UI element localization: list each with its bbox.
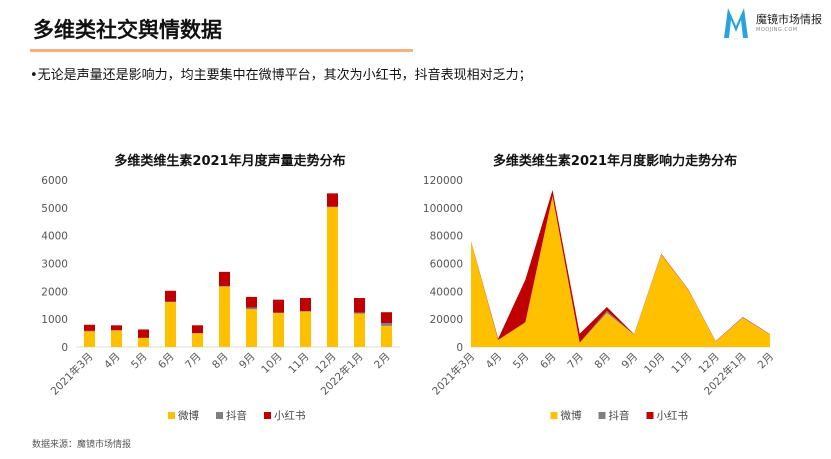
y-tick-label: 3000 [41, 259, 68, 271]
bar-小红书 [138, 329, 149, 338]
bar-抖音 [165, 301, 176, 303]
y-tick-label: 60000 [430, 259, 463, 271]
bar-微博 [327, 207, 338, 347]
x-tick-label: 10月 [642, 351, 667, 376]
bar-抖音 [246, 307, 257, 310]
y-tick-label: 5000 [41, 203, 68, 215]
x-tick-label: 9月 [237, 351, 258, 372]
x-tick-label: 6月 [538, 351, 559, 372]
bar-微博 [111, 330, 122, 347]
title-underline [30, 49, 413, 52]
legend-swatch-微博 [550, 412, 558, 419]
bar-微博 [246, 309, 257, 347]
y-tick-label: 1000 [41, 314, 68, 326]
bar-微博 [381, 325, 392, 347]
bar-小红书 [192, 325, 203, 334]
bar-抖音 [273, 312, 284, 314]
bar-抖音 [111, 330, 122, 331]
bar-微博 [354, 313, 365, 347]
x-tick-label: 7月 [565, 351, 586, 372]
legend-swatch-抖音 [216, 412, 223, 419]
bar-微博 [219, 286, 230, 347]
logo-url: MOOJING.COM [756, 27, 798, 33]
y-tick-label: 20000 [430, 314, 463, 326]
y-tick-label: 2000 [41, 286, 68, 298]
legend-label: 抖音 [609, 409, 630, 422]
legend-swatch-小红书 [264, 412, 271, 419]
logo: 魔镜市场情报 MOOJING.COM [722, 4, 822, 40]
x-tick-label: 8月 [210, 351, 231, 372]
x-tick-label: 9月 [620, 351, 641, 372]
x-tick-label: 2021年3月 [429, 350, 477, 398]
bar-小红书 [327, 193, 338, 207]
x-tick-label: 2月 [755, 351, 776, 372]
chart-title-influence: 多维类维生素2021年月度影响力走势分布 [492, 154, 738, 169]
y-tick-label: 80000 [430, 231, 463, 243]
x-tick-label: 5月 [511, 351, 532, 372]
area-小红书 [471, 190, 770, 343]
bar-抖音 [219, 286, 230, 287]
bar-抖音 [84, 330, 95, 332]
bar-抖音 [300, 311, 311, 312]
legend-label: 小红书 [274, 409, 306, 422]
bar-微博 [192, 333, 203, 347]
bar-抖音 [354, 312, 365, 314]
logo-m-icon [724, 8, 748, 38]
bar-小红书 [219, 271, 230, 287]
chart-title-volume: 多维类维生素2021年月度声量走势分布 [114, 154, 346, 169]
page-title: 多维类社交舆情数据 [33, 18, 222, 42]
legend-label: 微博 [178, 409, 199, 422]
y-tick-label: 40000 [430, 286, 463, 298]
x-tick-label: 4月 [484, 351, 505, 372]
area-微博 [471, 196, 770, 347]
bar-小红书 [111, 325, 122, 331]
x-tick-label: 5月 [129, 351, 150, 372]
bar-小红书 [165, 290, 176, 302]
data-source: 数据来源：魔镜市场情报 [32, 440, 132, 450]
bar-微博 [273, 313, 284, 347]
legend-swatch-小红书 [646, 412, 654, 419]
y-tick-label: 0 [456, 342, 463, 354]
bar-微博 [300, 311, 311, 347]
x-tick-label: 11月 [286, 351, 311, 376]
x-tick-label: 6月 [156, 351, 177, 372]
y-tick-label: 100000 [423, 203, 463, 215]
y-tick-label: 120000 [423, 175, 463, 187]
summary-bullet: •无论是声量还是影响力，均主要集中在微博平台，其次为小红书，抖音表现相对乏力； [30, 68, 532, 83]
y-tick-label: 6000 [41, 175, 68, 187]
bar-小红书 [354, 298, 365, 313]
bar-抖音 [381, 323, 392, 326]
y-tick-label: 4000 [41, 231, 68, 243]
x-tick-label: 7月 [183, 351, 204, 372]
bar-小红书 [246, 296, 257, 308]
y-tick-label: 0 [61, 342, 68, 354]
bar-小红书 [273, 299, 284, 313]
bar-微博 [84, 331, 95, 347]
x-tick-label: 8月 [592, 351, 613, 372]
x-tick-label: 11月 [669, 351, 694, 376]
bar-微博 [165, 302, 176, 347]
x-tick-label: 10月 [259, 351, 284, 376]
bar-小红书 [84, 324, 95, 331]
legend-label: 小红书 [657, 409, 689, 422]
x-tick-label: 2021年3月 [48, 350, 96, 398]
bar-小红书 [300, 298, 311, 312]
bar-小红书 [381, 312, 392, 324]
charts-canvas: 0 1000 2000 3000 4000 5000 6000 2021年3月 4月 5月 6月 7月… [41, 175, 776, 422]
legend-label: 抖音 [226, 409, 247, 422]
x-tick-label: 4月 [102, 351, 123, 372]
logo-name: 魔镜市场情报 [756, 13, 822, 26]
bar-抖音 [327, 206, 338, 208]
legend-swatch-微博 [168, 412, 175, 419]
x-tick-label: 2月 [372, 351, 393, 372]
legend-label: 微博 [561, 409, 582, 422]
legend-swatch-抖音 [598, 412, 606, 419]
bar-微博 [138, 338, 149, 347]
